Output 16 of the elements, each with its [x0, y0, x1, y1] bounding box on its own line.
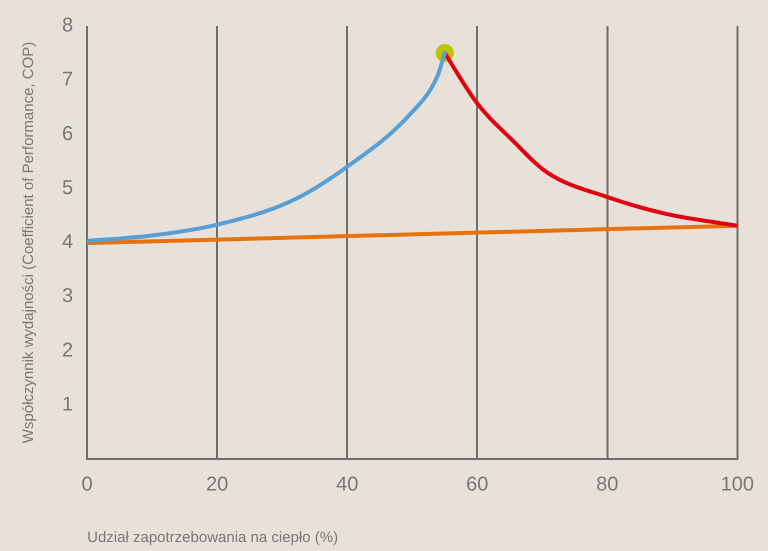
y-tick-label: 2 — [62, 339, 74, 362]
x-axis-title: Udział zapotrzebowania na ciepło (%) — [87, 529, 338, 546]
y-tick-label: 1 — [62, 393, 74, 416]
x-tick-label: 60 — [466, 474, 488, 496]
y-tick-label: 7 — [62, 68, 74, 91]
x-tick-label: 40 — [336, 474, 358, 496]
y-tick-label: 3 — [62, 285, 74, 308]
x-tick-label: 20 — [206, 474, 228, 496]
x-tick-label: 80 — [596, 474, 618, 496]
y-tick-label: 5 — [62, 176, 74, 199]
y-axis-title: Współczynnik wydajności (Coefficient of Performance, COP) — [20, 42, 38, 444]
y-tick-label: 8 — [62, 14, 74, 37]
y-tick-label: 6 — [62, 122, 74, 145]
x-tick-label: 100 — [720, 474, 754, 496]
y-tick-label: 4 — [62, 231, 74, 254]
x-tick-label: 0 — [82, 474, 93, 496]
